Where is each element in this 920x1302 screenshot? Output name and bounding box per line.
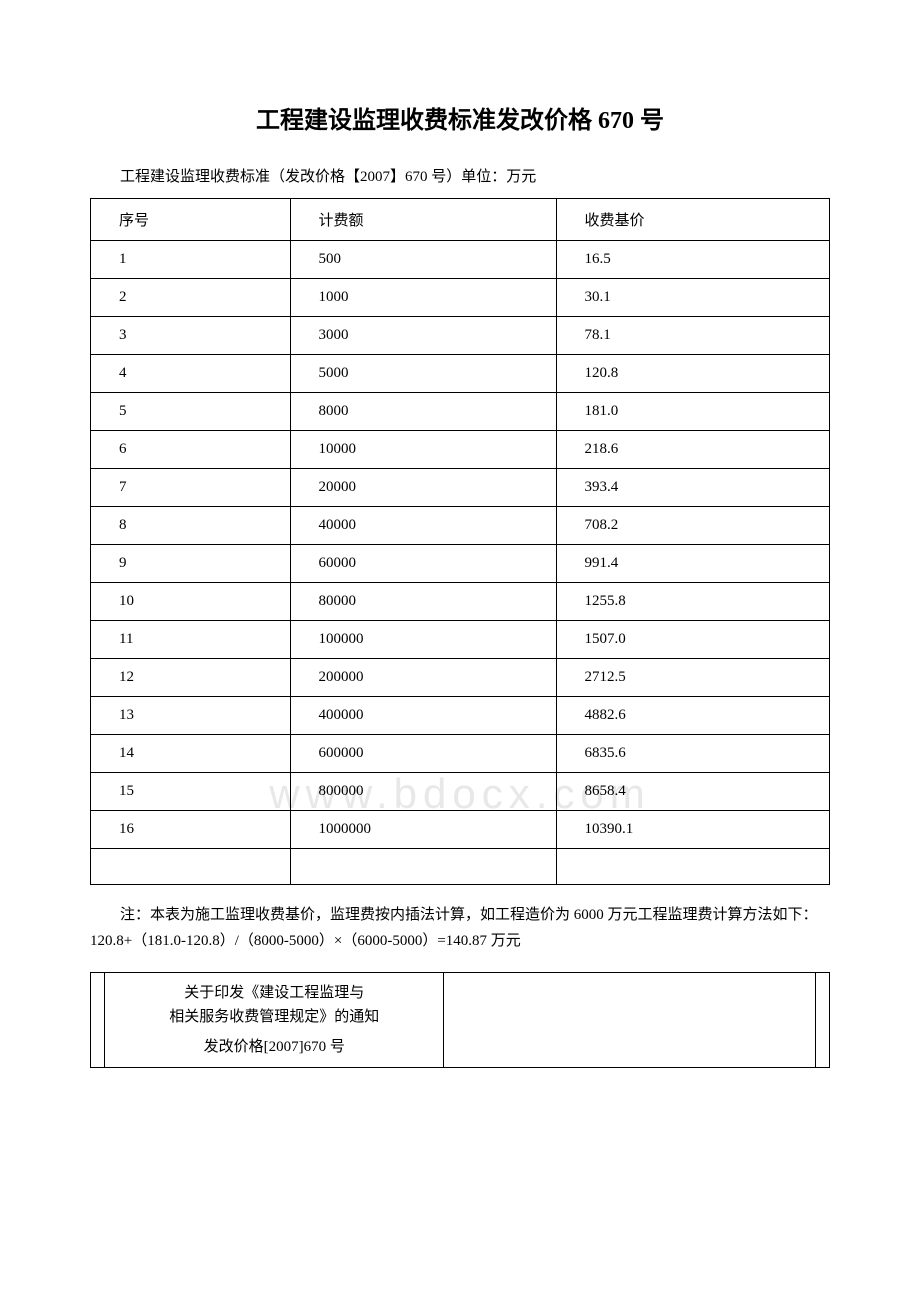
table-cell: 393.4 [556,469,829,507]
table-cell: 500 [290,241,556,279]
table-row: 45000120.8 [91,355,830,393]
table-row: 610000218.6 [91,431,830,469]
document-page: www.bdocx.com 工程建设监理收费标准发改价格 670 号 工程建设监… [90,100,830,1068]
fee-standard-table: 序号 计费额 收费基价 150016.52100030.13300078.145… [90,198,830,885]
table-cell: 2712.5 [556,659,829,697]
table-cell: 80000 [290,583,556,621]
table-cell: 1 [91,241,291,279]
table-cell: 30.1 [556,279,829,317]
table-cell: 200000 [290,659,556,697]
table-cell: 40000 [290,507,556,545]
stub-right [815,973,829,1067]
table-cell: 5 [91,393,291,431]
table-cell: 15 [91,773,291,811]
table-cell [556,849,829,885]
table-cell: 4882.6 [556,697,829,735]
table-cell: 600000 [290,735,556,773]
table-cell: 181.0 [556,393,829,431]
table-cell: 20000 [290,469,556,507]
table-cell: 2 [91,279,291,317]
table-cell: 1255.8 [556,583,829,621]
table-row: 720000393.4 [91,469,830,507]
table-cell: 13 [91,697,291,735]
table-row: 58000181.0 [91,393,830,431]
table-cell: 4 [91,355,291,393]
table-cell: 8000 [290,393,556,431]
notice-line3: 发改价格[2007]670 号 [115,1035,433,1059]
table-cell: 11 [91,621,291,659]
table-row: 960000991.4 [91,545,830,583]
notice-line1: 关于印发《建设工程监理与 [115,981,433,1005]
table-cell: 10 [91,583,291,621]
table-cell [91,849,291,885]
table-cell: 3 [91,317,291,355]
table-cell: 10000 [290,431,556,469]
bottom-notice-box: 关于印发《建设工程监理与 相关服务收费管理规定》的通知 发改价格[2007]67… [90,972,830,1068]
table-cell: 12 [91,659,291,697]
table-cell: 120.8 [556,355,829,393]
table-cell: 10390.1 [556,811,829,849]
table-row: 146000006835.6 [91,735,830,773]
table-header-seq: 序号 [91,199,291,241]
table-cell: 78.1 [556,317,829,355]
table-row: 111000001507.0 [91,621,830,659]
table-cell: 3000 [290,317,556,355]
table-cell: 6835.6 [556,735,829,773]
table-cell: 6 [91,431,291,469]
table-cell: 14 [91,735,291,773]
table-cell: 8 [91,507,291,545]
table-row: 150016.5 [91,241,830,279]
table-cell: 16 [91,811,291,849]
subtitle-text: 工程建设监理收费标准（发改价格【2007】670 号）单位：万元 [90,165,830,186]
table-header-row: 序号 计费额 收费基价 [91,199,830,241]
table-cell: 218.6 [556,431,829,469]
stub-left [91,973,105,1067]
table-cell: 800000 [290,773,556,811]
table-row: 16100000010390.1 [91,811,830,849]
table-cell: 1000000 [290,811,556,849]
table-cell: 1507.0 [556,621,829,659]
notice-empty-box [444,973,815,1067]
table-header-price: 收费基价 [556,199,829,241]
table-cell: 9 [91,545,291,583]
table-row: 10800001255.8 [91,583,830,621]
table-empty-row [91,849,830,885]
table-cell: 100000 [290,621,556,659]
table-cell: 60000 [290,545,556,583]
table-row: 122000002712.5 [91,659,830,697]
table-cell: 7 [91,469,291,507]
table-row: 840000708.2 [91,507,830,545]
table-cell: 1000 [290,279,556,317]
notice-text-box: 关于印发《建设工程监理与 相关服务收费管理规定》的通知 发改价格[2007]67… [105,973,444,1067]
table-cell: 991.4 [556,545,829,583]
table-row: 134000004882.6 [91,697,830,735]
table-cell: 8658.4 [556,773,829,811]
table-row: 3300078.1 [91,317,830,355]
table-cell [290,849,556,885]
table-header-amount: 计费额 [290,199,556,241]
table-row: 158000008658.4 [91,773,830,811]
table-cell: 5000 [290,355,556,393]
note-text: 注：本表为施工监理收费基价，监理费按内插法计算，如工程造价为 6000 万元工程… [90,903,830,954]
table-row: 2100030.1 [91,279,830,317]
table-cell: 400000 [290,697,556,735]
page-title: 工程建设监理收费标准发改价格 670 号 [90,100,830,135]
table-cell: 708.2 [556,507,829,545]
table-body: 150016.52100030.13300078.145000120.85800… [91,241,830,885]
notice-line2: 相关服务收费管理规定》的通知 [115,1005,433,1029]
table-cell: 16.5 [556,241,829,279]
